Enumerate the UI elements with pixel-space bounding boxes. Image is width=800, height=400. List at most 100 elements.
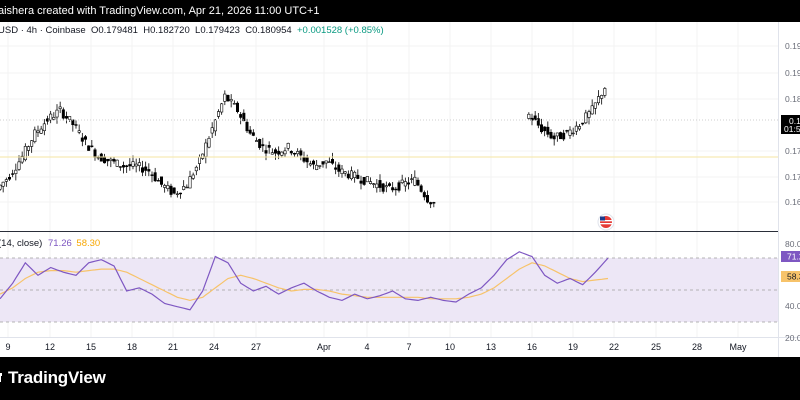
candle-body xyxy=(277,150,281,155)
time-axis[interactable]: 9 12 15 18 21 24 27 Apr 4 7 10 13 16 19 22 25 28 May xyxy=(5,342,747,352)
change-value: +0.001528 (+0.85%) xyxy=(297,25,384,36)
candle-body xyxy=(558,132,562,140)
candle-body xyxy=(321,161,325,165)
low-value: 0.179423 xyxy=(200,25,240,36)
candle-body xyxy=(264,150,268,154)
candle-body xyxy=(267,145,271,148)
rsi-axis-label: 20.0 xyxy=(785,333,800,343)
chart-area[interactable]: 0.19 0.19 0.18 0.17 0.17 0.16 80.0 40.0 20.0 0.… xyxy=(0,22,800,357)
candle-body xyxy=(258,139,262,148)
candle-body xyxy=(80,137,84,142)
time-axis-label: 21 xyxy=(168,342,178,352)
candle-body xyxy=(539,124,543,133)
time-axis-label: 16 xyxy=(527,342,537,352)
candle-body xyxy=(68,116,72,120)
candle-body xyxy=(296,151,300,155)
candle-body xyxy=(74,124,78,126)
candle-body xyxy=(150,174,154,176)
candle-body xyxy=(305,157,309,163)
candle-body xyxy=(242,112,246,122)
attribution-bar: aishera created with TradingView.com, Ap… xyxy=(0,0,800,22)
candle-body xyxy=(14,169,18,174)
candle-body xyxy=(422,192,426,198)
candle-body xyxy=(368,181,372,184)
rsi-params: (14, close) xyxy=(0,238,43,249)
candle-body xyxy=(353,171,357,178)
price-axis-label: 0.19 xyxy=(785,68,800,78)
candle-body xyxy=(375,183,379,189)
time-axis-label: 12 xyxy=(45,342,55,352)
candle-body xyxy=(413,176,417,186)
rsi-ma-badge: 58.3 xyxy=(781,271,800,282)
rsi-axis-label: 80.0 xyxy=(785,239,800,249)
candle-body xyxy=(17,161,21,170)
candle-body xyxy=(280,151,284,156)
candle-body xyxy=(384,185,388,188)
time-axis-label: 28 xyxy=(692,342,702,352)
high-value: 0.182720 xyxy=(150,25,190,36)
rsi-line xyxy=(0,251,609,311)
attribution-text: aishera created with TradingView.com, Ap… xyxy=(0,5,320,17)
candle-body xyxy=(362,177,366,185)
time-axis-label: 10 xyxy=(445,342,455,352)
candle-body xyxy=(334,167,338,170)
symbol-name: USD · 4h · Coinbase xyxy=(0,25,86,36)
open-label: O xyxy=(90,25,99,36)
candle-body xyxy=(356,174,360,179)
time-axis-label: 9 xyxy=(5,342,10,352)
candle-body xyxy=(84,136,88,140)
candle-body xyxy=(603,88,607,96)
candle-body xyxy=(106,158,110,162)
candle-body xyxy=(42,123,46,132)
candle-body xyxy=(93,149,97,158)
chart-canvas[interactable]: 0.19 0.19 0.18 0.17 0.17 0.16 80.0 40.0 20.0 0.… xyxy=(0,22,800,357)
candle-body xyxy=(1,181,5,187)
rsi-axis[interactable]: 80.0 40.0 20.0 xyxy=(785,239,800,343)
candle-body xyxy=(286,142,290,149)
rsi-ma-line xyxy=(0,262,609,302)
candle-body xyxy=(289,150,293,154)
candle-body xyxy=(236,102,240,112)
candle-body xyxy=(533,115,537,120)
candle-body xyxy=(432,202,436,204)
tradingview-logo-icon xyxy=(0,373,2,382)
candle-body xyxy=(201,153,205,159)
candle-body xyxy=(207,138,211,148)
candle-body xyxy=(204,142,208,157)
price-badge: 0.18 01:5 xyxy=(781,115,800,134)
candle-body xyxy=(245,121,249,132)
candle-body xyxy=(359,180,363,184)
candle-body xyxy=(568,129,572,136)
candle-body xyxy=(425,195,429,203)
candle-body xyxy=(324,160,328,164)
candle-body xyxy=(87,145,91,151)
candle-body xyxy=(166,185,170,189)
price-axis[interactable]: 0.19 0.19 0.18 0.17 0.17 0.16 xyxy=(785,41,800,207)
candle-body xyxy=(311,160,315,165)
candle-body xyxy=(11,173,15,175)
candle-body xyxy=(239,114,243,118)
time-axis-label: 22 xyxy=(609,342,619,352)
candle-body xyxy=(555,132,559,137)
rsi-axis-label: 40.0 xyxy=(785,301,800,311)
candle-body xyxy=(179,192,183,195)
candle-body xyxy=(273,149,277,154)
candle-body xyxy=(318,165,322,167)
candle-body xyxy=(112,159,116,162)
candle-body xyxy=(134,163,138,167)
candle-body xyxy=(346,173,350,179)
symbol-info: USD · 4h · Coinbase O0.179481 H0.182720 … xyxy=(0,25,384,36)
candle-body xyxy=(337,164,341,172)
us-flag-icon[interactable] xyxy=(597,213,615,231)
candle-body xyxy=(571,132,575,135)
candle-body xyxy=(248,129,252,134)
price-axis-label: 0.17 xyxy=(785,146,800,156)
candle-body xyxy=(175,193,179,195)
candle-body xyxy=(543,126,547,132)
candle-body xyxy=(36,130,40,133)
candle-body xyxy=(403,181,407,187)
candle-body xyxy=(0,184,2,190)
candle-body xyxy=(391,187,395,191)
candle-body xyxy=(144,166,148,171)
candle-body xyxy=(416,179,420,186)
